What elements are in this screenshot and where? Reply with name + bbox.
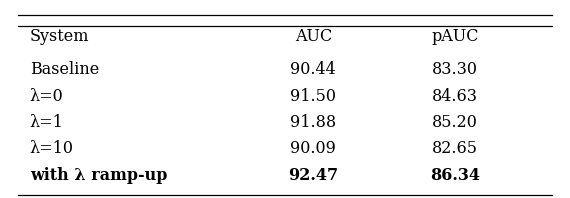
Text: AUC: AUC xyxy=(295,28,332,45)
Text: 92.47: 92.47 xyxy=(288,167,339,184)
Text: System: System xyxy=(30,28,89,45)
Text: 82.65: 82.65 xyxy=(432,140,478,157)
Text: 90.44: 90.44 xyxy=(291,61,336,78)
Text: pAUC: pAUC xyxy=(431,28,479,45)
Text: 86.34: 86.34 xyxy=(430,167,480,184)
Text: with λ ramp-up: with λ ramp-up xyxy=(30,167,167,184)
Text: 84.63: 84.63 xyxy=(432,88,478,105)
Text: λ=0: λ=0 xyxy=(30,88,63,105)
Text: 91.88: 91.88 xyxy=(290,114,336,131)
Text: 91.50: 91.50 xyxy=(290,88,336,105)
Text: 85.20: 85.20 xyxy=(432,114,478,131)
Text: λ=1: λ=1 xyxy=(30,114,64,131)
Text: λ=10: λ=10 xyxy=(30,140,74,157)
Text: 83.30: 83.30 xyxy=(432,61,478,78)
Text: 90.09: 90.09 xyxy=(291,140,336,157)
Text: Baseline: Baseline xyxy=(30,61,99,78)
